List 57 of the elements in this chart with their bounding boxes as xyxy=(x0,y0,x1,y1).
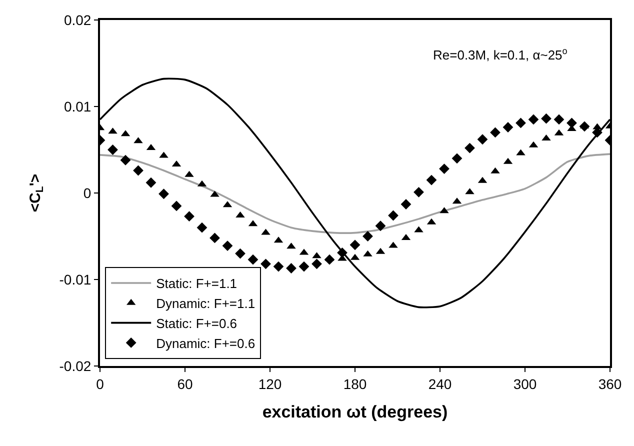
x-tick-label: 360 xyxy=(598,376,622,392)
legend-label: Dynamic: F+=0.6 xyxy=(156,336,256,351)
point xyxy=(426,174,437,186)
line-series xyxy=(100,153,610,234)
legend-label: Static: F+=1.1 xyxy=(156,276,238,292)
point xyxy=(439,164,450,174)
x-tick-label: 0 xyxy=(96,376,104,392)
point xyxy=(120,154,131,166)
point xyxy=(516,118,526,128)
point xyxy=(388,210,398,221)
point xyxy=(158,188,169,200)
point xyxy=(502,122,514,132)
y-tick-label: -0.02 xyxy=(59,358,92,374)
point xyxy=(248,254,258,265)
y-tick-label: 0 xyxy=(83,184,92,201)
point xyxy=(566,118,577,128)
y-tick-label: 0.01 xyxy=(64,98,92,114)
point xyxy=(108,144,118,155)
point xyxy=(298,261,310,272)
point xyxy=(362,231,373,242)
point xyxy=(210,232,220,244)
x-tick-label: 60 xyxy=(177,376,193,392)
legend-label: Dynamic: F+=1.1 xyxy=(156,296,256,311)
point xyxy=(554,114,564,125)
point xyxy=(273,261,284,272)
annotation: Re=0.3M, k=0.1, α~25$^{o}$ xyxy=(433,46,568,62)
point xyxy=(324,254,335,265)
legend-label: Static: F+=0.6 xyxy=(156,316,238,331)
x-axis-title: excitation ωt (degrees) xyxy=(262,402,448,422)
point xyxy=(579,121,590,132)
point xyxy=(541,113,552,124)
point xyxy=(184,211,194,222)
x-tick-label: 120 xyxy=(258,376,282,392)
point xyxy=(146,177,156,188)
point xyxy=(133,165,144,176)
point xyxy=(286,263,296,274)
y-tick-label: 0.02 xyxy=(64,12,92,28)
point xyxy=(350,240,360,250)
point xyxy=(337,247,348,258)
point xyxy=(464,142,475,154)
x-tick-label: 180 xyxy=(343,376,367,392)
point xyxy=(196,222,208,233)
point xyxy=(477,134,488,145)
x-tick-label: 240 xyxy=(428,376,452,392)
point xyxy=(414,186,424,198)
point xyxy=(222,240,233,251)
y-tick-label: -0.01 xyxy=(59,271,92,288)
point xyxy=(490,127,500,138)
point xyxy=(375,220,386,232)
point xyxy=(400,199,412,210)
point xyxy=(260,258,271,270)
x-tick-label: 300 xyxy=(513,376,537,392)
point xyxy=(452,153,462,164)
point xyxy=(171,200,182,212)
point xyxy=(312,258,322,270)
point xyxy=(528,114,539,125)
point xyxy=(235,248,246,259)
